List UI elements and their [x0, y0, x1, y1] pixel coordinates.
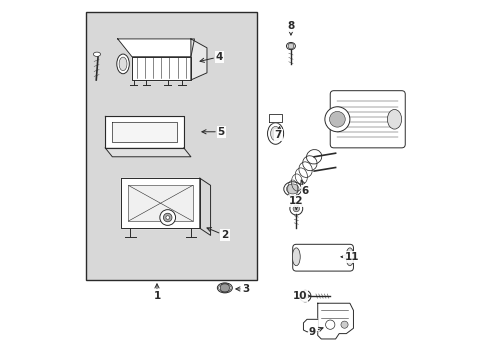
Ellipse shape: [283, 182, 301, 196]
Circle shape: [325, 320, 334, 329]
Ellipse shape: [286, 184, 298, 194]
Ellipse shape: [386, 109, 401, 129]
Polygon shape: [118, 39, 194, 57]
Text: 12: 12: [288, 197, 303, 210]
Text: 6: 6: [300, 180, 308, 196]
Ellipse shape: [217, 283, 232, 293]
Ellipse shape: [119, 57, 127, 71]
Polygon shape: [200, 178, 210, 235]
Polygon shape: [303, 319, 317, 332]
FancyBboxPatch shape: [292, 244, 353, 271]
Polygon shape: [121, 178, 200, 228]
Text: 2: 2: [206, 228, 228, 240]
Circle shape: [299, 291, 310, 302]
Polygon shape: [132, 57, 190, 80]
Polygon shape: [317, 303, 353, 339]
Polygon shape: [190, 39, 206, 80]
Bar: [128, 185, 192, 221]
Circle shape: [220, 283, 229, 293]
Circle shape: [165, 216, 169, 219]
Circle shape: [340, 321, 347, 328]
Text: 9: 9: [308, 327, 323, 337]
Circle shape: [163, 213, 172, 222]
Polygon shape: [105, 116, 183, 148]
Circle shape: [287, 43, 293, 49]
Polygon shape: [111, 122, 177, 142]
Circle shape: [289, 202, 302, 215]
Text: 1: 1: [153, 284, 160, 301]
Text: 3: 3: [235, 284, 249, 294]
Ellipse shape: [286, 42, 295, 50]
Ellipse shape: [292, 248, 300, 266]
Circle shape: [302, 293, 307, 299]
Ellipse shape: [267, 123, 283, 144]
Bar: [85, 12, 257, 280]
Circle shape: [329, 111, 345, 127]
Polygon shape: [268, 114, 282, 122]
Polygon shape: [105, 148, 190, 157]
Text: 7: 7: [274, 127, 282, 140]
Text: 8: 8: [287, 21, 294, 35]
Circle shape: [292, 205, 299, 212]
Text: 5: 5: [202, 127, 224, 137]
Circle shape: [324, 107, 349, 132]
Ellipse shape: [117, 54, 129, 74]
Text: 11: 11: [341, 252, 358, 262]
Circle shape: [160, 210, 175, 225]
Text: 4: 4: [200, 52, 223, 62]
Text: 10: 10: [292, 291, 310, 301]
FancyBboxPatch shape: [329, 91, 405, 148]
Ellipse shape: [345, 248, 353, 266]
Ellipse shape: [93, 52, 101, 57]
Ellipse shape: [270, 126, 280, 141]
